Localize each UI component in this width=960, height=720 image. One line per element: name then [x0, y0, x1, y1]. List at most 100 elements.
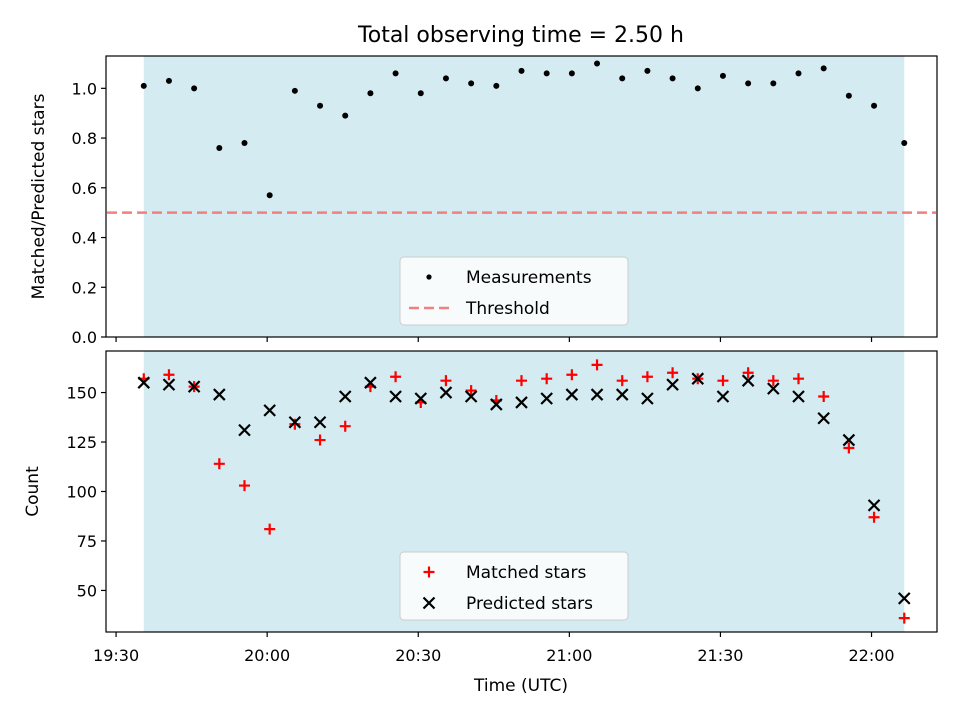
data-point — [745, 80, 752, 87]
data-point — [289, 418, 301, 430]
data-point — [568, 70, 575, 77]
x-tick-label: 21:30 — [697, 646, 743, 665]
data-point — [843, 442, 855, 454]
data-point — [669, 75, 676, 82]
x-tick-label: 20:30 — [395, 646, 441, 665]
data-point — [590, 388, 604, 401]
data-point — [390, 371, 402, 383]
data-point — [691, 372, 705, 385]
data-point — [263, 404, 276, 417]
legend: Measurements Threshold — [399, 256, 629, 326]
data-point — [868, 511, 880, 523]
data-point — [468, 80, 475, 87]
y-tick-label: 100 — [66, 483, 97, 502]
data-point — [516, 375, 527, 387]
data-point — [767, 375, 779, 387]
data-point — [641, 392, 654, 405]
data-point — [338, 390, 352, 403]
legend-label: Matched stars — [466, 563, 586, 583]
data-point — [367, 90, 374, 97]
data-point — [716, 390, 730, 403]
data-point — [191, 85, 198, 92]
data-point — [163, 369, 175, 381]
series-measurements — [140, 60, 908, 199]
data-point — [241, 140, 248, 147]
data-point — [719, 72, 726, 79]
data-point — [901, 140, 908, 147]
data-point — [717, 375, 729, 387]
x-axis-label: Time (UTC) — [473, 676, 568, 696]
data-point — [518, 67, 525, 74]
legend-label: Measurements — [466, 268, 592, 288]
data-point — [339, 420, 351, 432]
data-point — [288, 415, 302, 429]
data-point — [266, 192, 273, 199]
data-point — [440, 375, 452, 387]
data-point — [742, 367, 754, 379]
x-tick-label: 20:00 — [244, 646, 290, 665]
data-point — [591, 359, 603, 371]
data-point — [566, 369, 578, 381]
data-point — [313, 415, 327, 429]
data-point — [770, 80, 777, 87]
data-point — [619, 75, 626, 82]
data-point — [565, 388, 579, 401]
y-tick-label: 125 — [66, 433, 97, 452]
data-point — [795, 70, 802, 77]
legend-marker — [426, 274, 432, 280]
data-point — [817, 412, 830, 425]
data-point — [140, 82, 147, 89]
data-point — [364, 376, 377, 389]
data-point — [615, 388, 629, 401]
legend-marker — [423, 566, 435, 578]
data-point — [616, 375, 628, 387]
y-tick-label: 0.6 — [72, 179, 97, 198]
data-point — [515, 396, 528, 409]
y-tick-label: 0.8 — [72, 129, 97, 148]
legend: Matched stars Predicted stars — [399, 551, 629, 621]
y-tick-label: 0.4 — [72, 229, 97, 248]
data-point — [213, 458, 225, 470]
data-point — [540, 392, 553, 405]
y-tick-label: 50 — [77, 581, 97, 600]
data-point — [314, 434, 326, 446]
x-tick-label: 19:30 — [93, 646, 139, 665]
data-point — [543, 70, 550, 77]
data-point — [842, 433, 856, 447]
data-point — [792, 390, 805, 403]
data-point — [137, 376, 151, 389]
legend-label: Predicted stars — [466, 594, 593, 614]
data-point — [793, 373, 804, 385]
data-point — [165, 77, 172, 84]
data-point — [317, 102, 324, 109]
y-tick-label: 0.0 — [72, 328, 97, 347]
x-tick-label: 21:00 — [546, 646, 592, 665]
y-tick-label: 150 — [66, 384, 97, 403]
data-point — [898, 612, 910, 624]
data-point — [439, 386, 453, 399]
legend-label: Threshold — [465, 299, 550, 319]
data-point — [213, 388, 226, 401]
data-point — [541, 373, 553, 385]
data-point — [897, 592, 911, 605]
data-point — [871, 102, 878, 109]
y-tick-label: 1.0 — [72, 79, 97, 98]
data-point — [594, 60, 601, 67]
axes-frame — [105, 55, 938, 338]
series-predicted-stars — [137, 372, 911, 605]
data-point — [392, 70, 399, 77]
data-point — [666, 378, 679, 391]
y-axis-label: Count — [23, 466, 43, 517]
data-point — [291, 87, 298, 94]
figure-title: Total observing time = 2.50 h — [357, 23, 684, 48]
data-point — [820, 65, 827, 72]
data-point — [741, 374, 755, 387]
data-point — [264, 523, 276, 535]
data-point — [867, 499, 881, 512]
data-point — [238, 423, 251, 437]
x-tick-label: 22:00 — [848, 646, 894, 665]
data-point — [818, 391, 830, 403]
bottom-panel: 50 75 100 125 150 19:30 20:00 20:30 21:00 21:30 22… — [23, 350, 938, 665]
legend-marker — [422, 596, 436, 610]
data-point — [694, 85, 701, 92]
